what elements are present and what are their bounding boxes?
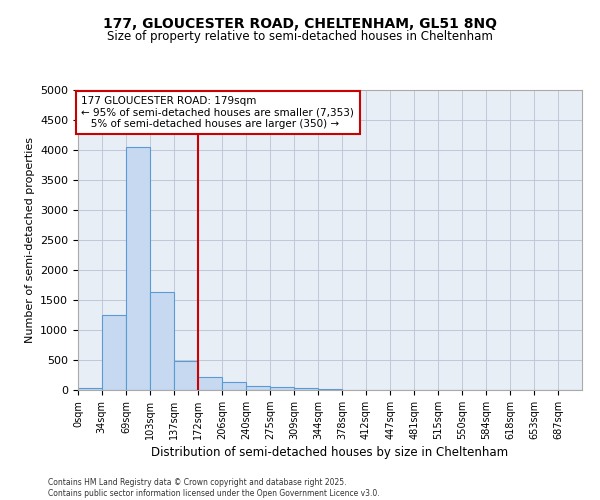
Text: 177 GLOUCESTER ROAD: 179sqm
← 95% of semi-detached houses are smaller (7,353)
  : 177 GLOUCESTER ROAD: 179sqm ← 95% of sem…: [82, 96, 355, 129]
Bar: [319, 389, 342, 390]
Bar: [198, 378, 222, 390]
Text: Contains HM Land Registry data © Crown copyright and database right 2025.
Contai: Contains HM Land Registry data © Crown c…: [48, 478, 380, 498]
Bar: [246, 386, 270, 390]
Bar: [78, 388, 102, 390]
Bar: [126, 147, 150, 390]
Bar: [270, 387, 294, 390]
Text: Size of property relative to semi-detached houses in Cheltenham: Size of property relative to semi-detach…: [107, 30, 493, 43]
Bar: [102, 315, 126, 390]
Y-axis label: Number of semi-detached properties: Number of semi-detached properties: [25, 137, 35, 343]
Bar: [174, 360, 198, 390]
Text: 177, GLOUCESTER ROAD, CHELTENHAM, GL51 8NQ: 177, GLOUCESTER ROAD, CHELTENHAM, GL51 8…: [103, 18, 497, 32]
Bar: [294, 388, 319, 390]
Bar: [150, 292, 174, 390]
Bar: [222, 382, 246, 390]
X-axis label: Distribution of semi-detached houses by size in Cheltenham: Distribution of semi-detached houses by …: [151, 446, 509, 459]
